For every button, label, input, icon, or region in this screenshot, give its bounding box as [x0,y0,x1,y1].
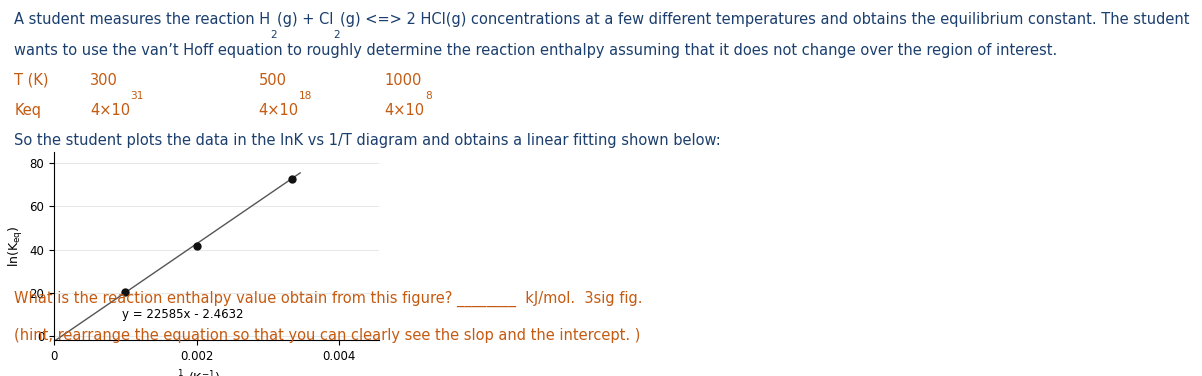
Text: (g) + Cl: (g) + Cl [278,12,333,27]
Text: y = 22585x - 2.4632: y = 22585x - 2.4632 [121,308,243,321]
Text: 8: 8 [424,91,432,101]
Text: 31: 31 [130,91,144,101]
Text: 2: 2 [333,30,340,39]
Text: $\frac{1}{T}$ (K$^{-1}$): $\frac{1}{T}$ (K$^{-1}$) [178,368,221,376]
Text: 1000: 1000 [385,73,422,88]
Text: Keq: Keq [14,103,41,118]
Text: 18: 18 [298,91,313,101]
Text: 4×10: 4×10 [90,103,130,118]
Text: So the student plots the data in the lnK vs 1/T diagram and obtains a linear fit: So the student plots the data in the lnK… [14,133,721,148]
Text: wants to use the van’t Hoff equation to roughly determine the reaction enthalpy : wants to use the van’t Hoff equation to … [14,42,1058,58]
Text: (hint, rearrange the equation so that you can clearly see the slop and the inter: (hint, rearrange the equation so that yo… [14,328,641,343]
Y-axis label: ln(K$_{\mathregular{eq}}$): ln(K$_{\mathregular{eq}}$) [7,226,25,267]
Text: What is the reaction enthalpy value obtain from this figure? ________  kJ/mol.  : What is the reaction enthalpy value obta… [14,291,643,307]
Text: 4×10: 4×10 [258,103,298,118]
Text: 500: 500 [258,73,286,88]
Text: 4×10: 4×10 [385,103,424,118]
Text: 2: 2 [270,30,278,39]
Text: 300: 300 [90,73,118,88]
Text: A student measures the reaction H: A student measures the reaction H [14,12,270,27]
Text: (g) <=> 2 HCl(g) concentrations at a few different temperatures and obtains the : (g) <=> 2 HCl(g) concentrations at a few… [340,12,1190,27]
Text: T (K): T (K) [14,73,49,88]
